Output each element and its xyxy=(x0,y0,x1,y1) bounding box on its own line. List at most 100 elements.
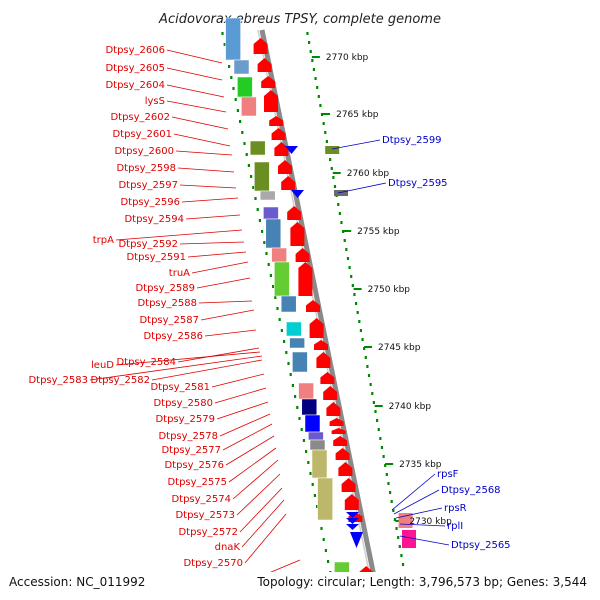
scale-dot xyxy=(372,401,375,404)
left-leader-line xyxy=(214,387,267,404)
scale-dot xyxy=(353,293,356,296)
cog-block xyxy=(241,96,257,117)
inner-scale-dot xyxy=(223,43,226,46)
left-gene-label: Dtpsy_2604 xyxy=(105,80,165,91)
scale-dot xyxy=(351,284,354,287)
scale-label: 2735 kbp xyxy=(399,460,442,470)
left-gene-label: lysS xyxy=(145,96,165,107)
forward-gene-arrow xyxy=(287,206,302,220)
inner-scale-dot xyxy=(234,98,237,101)
left-leader-line xyxy=(166,100,227,113)
inner-scale-dot xyxy=(250,175,253,178)
topology-summary-text: Topology: circular; Length: 3,796,573 bp… xyxy=(256,575,587,589)
scale-dot xyxy=(314,77,317,80)
scale-dot xyxy=(363,347,366,350)
scale-dot xyxy=(320,113,324,116)
left-gene-label: Dtpsy_2575 xyxy=(167,477,227,488)
left-leader-line xyxy=(171,116,229,130)
forward-gene-arrow xyxy=(257,58,272,72)
right-gene-label: Dtpsy_2595 xyxy=(388,178,448,189)
inner-scale-dot xyxy=(239,120,242,123)
forward-gene-arrow xyxy=(309,318,324,338)
cog-block xyxy=(225,17,241,61)
left-leader-line xyxy=(115,351,261,366)
scale-label: 2760 kbp xyxy=(347,169,390,179)
left-gene-label: Dtpsy_2588 xyxy=(137,298,197,309)
right-gene-label: rpsF xyxy=(437,469,459,480)
scale-label: 2750 kbp xyxy=(368,285,411,295)
left-gene-label: Dtpsy_2576 xyxy=(164,460,224,471)
reverse-cog-block xyxy=(325,146,340,154)
left-gene-label: dnaK xyxy=(215,542,241,553)
inner-scale-dot xyxy=(261,230,264,233)
scale-dot xyxy=(316,86,319,89)
cog-block xyxy=(271,247,287,263)
left-leader-line xyxy=(198,300,253,304)
left-gene-label: Dtpsy_2598 xyxy=(116,163,176,174)
right-leader-line xyxy=(337,182,387,194)
scale-dot xyxy=(397,536,400,539)
cog-block xyxy=(308,431,324,441)
cog-block xyxy=(311,449,328,479)
left-gene-label: Dtpsy_2573 xyxy=(175,510,235,521)
scale-dot xyxy=(379,437,382,440)
inner-scale-dot xyxy=(256,208,259,211)
inner-scale-dot xyxy=(280,329,283,332)
left-gene-label: Dtpsy_2579 xyxy=(155,414,215,425)
cog-block xyxy=(233,59,250,75)
scale-label: 2770 kbp xyxy=(326,53,369,63)
inner-scale-dot xyxy=(274,296,277,299)
inner-scale-dot xyxy=(302,439,305,442)
cog-block xyxy=(286,321,302,337)
left-leader-line xyxy=(236,473,281,516)
forward-gene-arrow xyxy=(274,142,289,156)
left-leader-line xyxy=(232,459,279,500)
scale-label: 2730 kbp xyxy=(409,517,452,527)
inner-scale-dot xyxy=(236,109,239,112)
inner-scale-dot xyxy=(272,285,275,288)
right-leader-line xyxy=(391,473,436,511)
scale-dot xyxy=(322,122,325,125)
inner-scale-dot xyxy=(316,505,319,508)
inner-scale-dot xyxy=(309,472,312,475)
scale-dot xyxy=(324,131,327,134)
map-title: Acidovorax ebreus TPSY, complete genome xyxy=(158,12,441,27)
scale-dot xyxy=(382,455,385,458)
cog-block xyxy=(317,477,333,521)
reverse-gene-arrow xyxy=(346,518,359,524)
forward-gene-arrow xyxy=(335,448,350,460)
right-leader-line xyxy=(399,523,446,527)
reverse-cog-block xyxy=(334,190,348,196)
scale-dot xyxy=(330,167,333,170)
inner-scale-dot xyxy=(291,384,294,387)
cog-block xyxy=(309,439,326,451)
forward-gene-arrow xyxy=(271,128,286,140)
cog-block xyxy=(274,261,290,297)
inner-scale-dot xyxy=(313,494,316,497)
forward-gene-arrow xyxy=(323,386,338,400)
inner-scale-dot xyxy=(267,263,270,266)
right-gene-label: Dtpsy_2565 xyxy=(451,540,511,551)
scale-dot xyxy=(338,212,341,215)
scale-dot xyxy=(369,383,372,386)
right-gene-label: Dtpsy_2599 xyxy=(382,135,442,146)
left-gene-label: Dtpsy_2591 xyxy=(126,252,186,263)
forward-gene-arrow xyxy=(314,340,328,350)
left-leader-line xyxy=(219,413,271,437)
left-gene-label: Dtpsy_2596 xyxy=(120,197,180,208)
scale-dot xyxy=(342,230,345,233)
forward-gene-arrow xyxy=(298,262,313,296)
scale-dot xyxy=(329,158,332,161)
cog-block xyxy=(259,190,276,201)
forward-gene-arrow xyxy=(261,76,276,88)
scale-dot xyxy=(387,482,390,485)
scale-dot xyxy=(312,68,316,71)
left-leader-line xyxy=(211,373,265,388)
left-leader-line xyxy=(216,401,269,420)
cog-block-layer xyxy=(225,17,416,579)
inner-scale-dot xyxy=(298,417,301,420)
cog-block xyxy=(237,76,253,98)
scale-dot xyxy=(346,257,350,260)
inner-scale-dot xyxy=(243,142,246,145)
